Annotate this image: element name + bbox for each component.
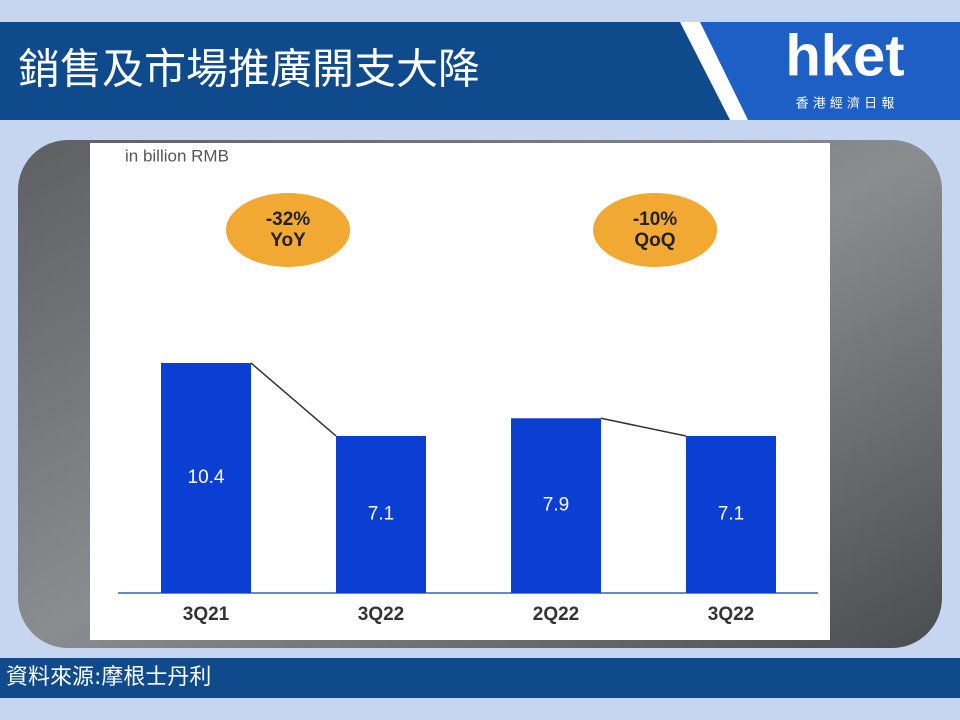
logo-text: hket bbox=[785, 23, 904, 88]
logo-box bbox=[700, 22, 960, 120]
source-text: 資料來源:摩根士丹利 bbox=[6, 665, 211, 690]
x-tick-label: 3Q21 bbox=[183, 604, 230, 625]
value-label: 7.1 bbox=[368, 504, 394, 525]
bar bbox=[336, 435, 426, 593]
bar bbox=[686, 435, 776, 593]
change-badge bbox=[593, 193, 717, 267]
connector-line bbox=[250, 362, 337, 437]
value-label: 7.9 bbox=[543, 495, 569, 516]
x-tick-label: 2Q22 bbox=[533, 604, 579, 625]
x-tick-label: 3Q22 bbox=[358, 604, 404, 625]
value-label: 10.4 bbox=[188, 467, 225, 488]
change-badge-text: -32% bbox=[266, 209, 310, 230]
bar bbox=[511, 418, 601, 593]
footer-band bbox=[0, 658, 960, 698]
unit-label: in billion RMB bbox=[125, 146, 229, 165]
change-badge bbox=[226, 193, 350, 267]
change-badge-text: QoQ bbox=[634, 230, 675, 251]
logo-subtitle: 香 港 經 濟 日 報 bbox=[796, 96, 895, 112]
change-badge-text: -10% bbox=[633, 209, 677, 230]
x-tick-label: 3Q22 bbox=[708, 604, 754, 625]
connector-line bbox=[600, 417, 687, 437]
value-label: 7.1 bbox=[718, 504, 744, 525]
change-badge-text: YoY bbox=[270, 230, 306, 251]
bar bbox=[161, 363, 251, 593]
header-title: 銷售及市場推廣開支大降 bbox=[18, 45, 480, 94]
